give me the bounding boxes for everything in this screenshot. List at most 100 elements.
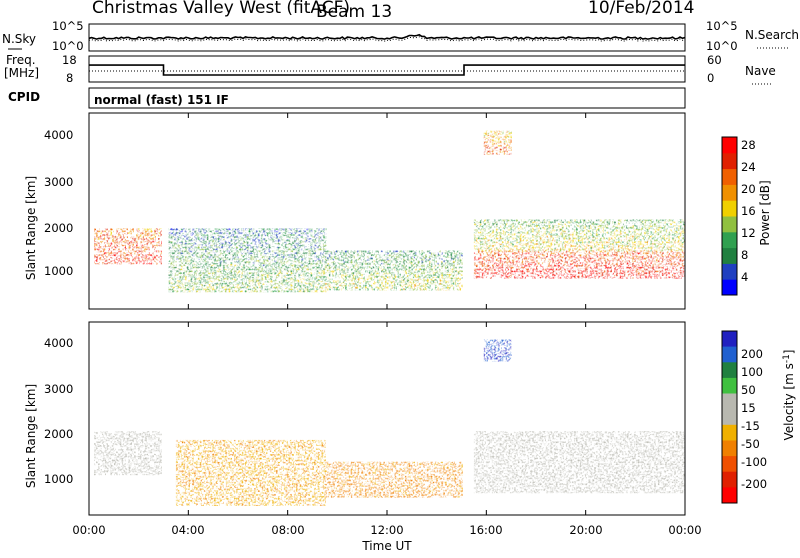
power-cell xyxy=(251,272,253,274)
power-cell xyxy=(297,290,299,292)
power-cell xyxy=(333,263,335,265)
power-cell xyxy=(474,265,476,267)
power-cell xyxy=(179,268,181,270)
power-cell xyxy=(313,230,315,232)
power-cell xyxy=(498,263,500,265)
power-cell xyxy=(229,250,231,252)
power-cell xyxy=(482,237,484,239)
power-cell xyxy=(606,267,608,269)
power-cell xyxy=(524,265,526,267)
power-cell xyxy=(512,229,514,231)
power-cell xyxy=(594,269,596,271)
power-cell xyxy=(476,247,478,249)
power-cell xyxy=(335,281,337,283)
power-cell xyxy=(293,232,295,234)
freq-tick-top: 18 xyxy=(62,53,77,67)
power-cell xyxy=(401,261,403,263)
power-cell xyxy=(241,252,243,254)
power-cell xyxy=(205,268,207,270)
power-cell xyxy=(494,231,496,233)
power-cell xyxy=(305,240,307,242)
power-cell xyxy=(313,286,315,288)
power-cell xyxy=(548,265,550,267)
power-cell xyxy=(253,252,255,254)
power-cell xyxy=(177,248,179,250)
power-cell xyxy=(622,263,624,265)
power-cell xyxy=(275,230,277,232)
power-cell xyxy=(265,254,267,256)
power-cell xyxy=(490,243,492,245)
power-panel: Slant Range [km] 4000 3000 2000 1000 28 … xyxy=(24,113,772,309)
power-cell xyxy=(197,252,199,254)
power-cell xyxy=(367,259,369,261)
power-cell xyxy=(207,270,209,272)
power-cell xyxy=(243,236,245,238)
power-cell xyxy=(530,275,532,277)
power-cell xyxy=(512,223,514,225)
power-cell xyxy=(253,258,255,260)
power-cell xyxy=(307,272,309,274)
power-cell xyxy=(130,254,132,256)
power-cell xyxy=(355,285,357,287)
power-cell xyxy=(490,255,492,257)
power-cell xyxy=(239,260,241,262)
power-cell xyxy=(530,269,532,271)
power-cell xyxy=(185,272,187,274)
power-cell xyxy=(265,270,267,272)
power-cell xyxy=(383,255,385,257)
power-cell xyxy=(636,261,638,263)
power-cell xyxy=(243,228,245,230)
power-cell xyxy=(289,244,291,246)
power-cell xyxy=(588,251,590,253)
power-cell xyxy=(120,258,122,260)
power-cell xyxy=(572,259,574,261)
power-cell xyxy=(311,288,313,290)
power-cell xyxy=(209,246,211,248)
power-cell xyxy=(437,263,439,265)
power-cell xyxy=(315,230,317,232)
power-cell xyxy=(299,286,301,288)
power-cell xyxy=(650,271,652,273)
power-cell xyxy=(476,221,478,223)
power-cell xyxy=(277,270,279,272)
power-cell xyxy=(207,260,209,262)
power-cell xyxy=(323,268,325,270)
power-cell xyxy=(674,277,676,279)
power-cell xyxy=(333,267,335,269)
power-cell xyxy=(211,258,213,260)
power-cell xyxy=(267,240,269,242)
power-cell xyxy=(427,271,429,273)
power-cell xyxy=(518,269,520,271)
power-cell xyxy=(305,236,307,238)
power-cell xyxy=(518,257,520,259)
power-cell xyxy=(351,261,353,263)
power-cell xyxy=(201,286,203,288)
power-cell xyxy=(606,271,608,273)
power-cell xyxy=(229,252,231,254)
power-cell xyxy=(614,269,616,271)
power-cell xyxy=(453,253,455,255)
power-cell xyxy=(379,261,381,263)
power-cell xyxy=(574,259,576,261)
power-cell xyxy=(295,240,297,242)
power-cell xyxy=(245,272,247,274)
power-cell xyxy=(100,258,102,260)
power-cell xyxy=(634,267,636,269)
power-cell xyxy=(453,283,455,285)
power-cell xyxy=(136,246,138,248)
power-cell xyxy=(329,265,331,267)
power-cell xyxy=(319,268,321,270)
power-cell xyxy=(207,288,209,290)
power-cell xyxy=(385,261,387,263)
power-cell xyxy=(520,273,522,275)
power-cell xyxy=(289,284,291,286)
power-cell xyxy=(225,254,227,256)
power-cell xyxy=(397,265,399,267)
power-cell xyxy=(321,230,323,232)
power-cell xyxy=(217,262,219,264)
power-cell xyxy=(508,261,510,263)
power-cell xyxy=(305,260,307,262)
power-cell xyxy=(630,255,632,257)
power-cell xyxy=(185,228,187,230)
power-cell xyxy=(371,257,373,259)
